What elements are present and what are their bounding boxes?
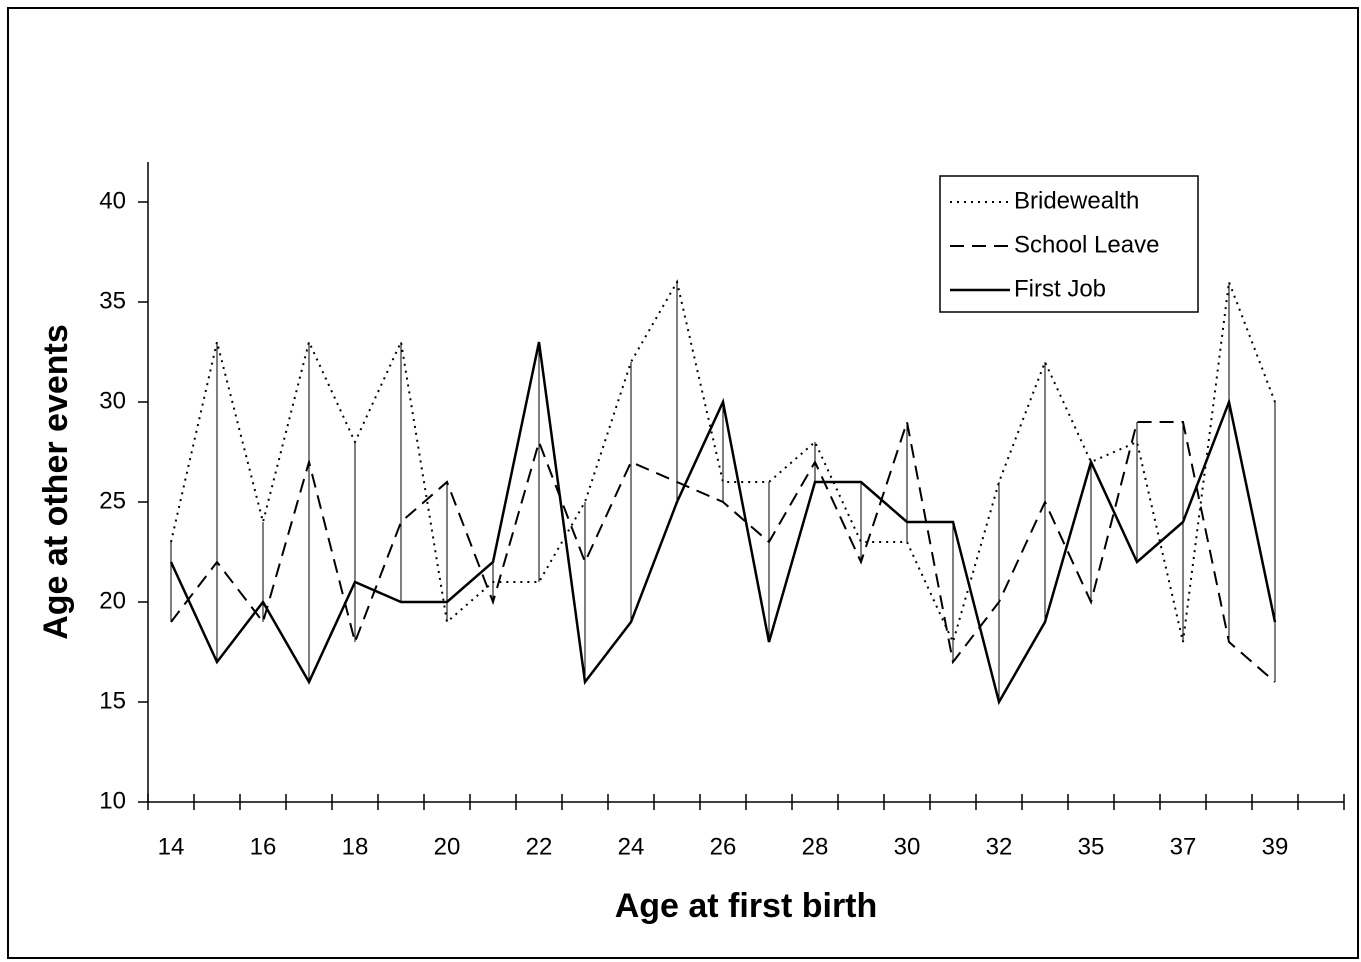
x-tick-label: 24 bbox=[618, 833, 645, 860]
x-tick-label: 30 bbox=[894, 833, 921, 860]
x-tick-label: 16 bbox=[250, 833, 277, 860]
series-line bbox=[169, 341, 1277, 706]
x-tick-label: 37 bbox=[1170, 833, 1197, 860]
x-tick-label: 18 bbox=[342, 833, 369, 860]
y-tick-label: 35 bbox=[99, 287, 126, 314]
x-tick-label: 28 bbox=[802, 833, 829, 860]
y-axis-title: Age at other events bbox=[37, 324, 75, 640]
x-tick-label: 39 bbox=[1262, 833, 1289, 860]
y-tick-label: 10 bbox=[99, 787, 126, 814]
y-tick-label: 40 bbox=[99, 187, 126, 214]
series-line bbox=[170, 279, 1276, 645]
legend-label: Bridewealth bbox=[1014, 187, 1139, 214]
y-tick-label: 15 bbox=[99, 687, 126, 714]
y-tick-label: 20 bbox=[99, 587, 126, 614]
x-tick-label: 22 bbox=[526, 833, 553, 860]
series-line bbox=[170, 418, 1276, 683]
x-tick-label: 20 bbox=[434, 833, 461, 860]
legend-label: First Job bbox=[1014, 275, 1106, 302]
legend-label: School Leave bbox=[1014, 231, 1159, 258]
frame bbox=[7, 7, 1359, 959]
y-tick-label: 25 bbox=[99, 487, 126, 514]
x-tick-label: 32 bbox=[986, 833, 1013, 860]
x-axis-title: Age at first birth bbox=[615, 887, 878, 925]
x-tick-label: 26 bbox=[710, 833, 737, 860]
x-tick-label: 14 bbox=[158, 833, 185, 860]
x-tick-label: 35 bbox=[1078, 833, 1105, 860]
y-tick-label: 30 bbox=[99, 387, 126, 414]
